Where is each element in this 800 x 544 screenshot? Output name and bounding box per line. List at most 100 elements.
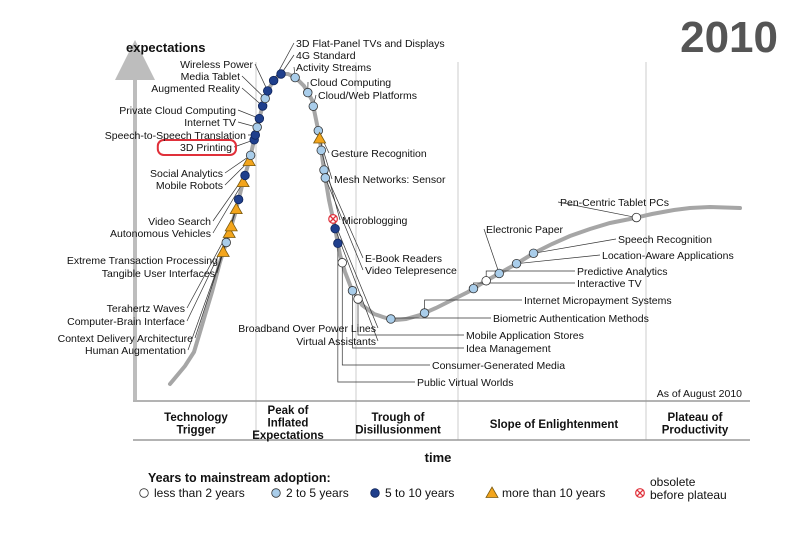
label-4g-standard: 4G Standard [296,50,356,62]
label-electronic-paper: Electronic Paper [486,224,564,236]
leader-human-augmentation [187,251,224,351]
marker-computer-brain-interface [222,226,236,238]
phase-slope-of-enlightenment: Slope of Enlightenment [490,419,619,431]
label-wireless-power: Wireless Power [180,59,253,71]
legend-marker-gt10 [485,486,499,498]
label-idea-management: Idea Management [466,343,551,355]
marker-internet-micropayment-systems [419,308,430,318]
phase-peak-of-inflated-expectations: Peak of Inflated Expectations [252,405,324,442]
marker-social-analytics [245,150,256,161]
label-activity-streams: Activity Streams [296,62,371,74]
leader-mobile-application-stores [357,299,464,336]
marker-predictive-analytics [481,276,491,286]
as-of-label: As of August 2010 [657,388,742,400]
marker-broadband-over-power-lines [328,214,338,224]
label-consumer-generated-media: Consumer-Generated Media [432,360,565,372]
label-speech-recognition: Speech Recognition [618,234,712,246]
legend-title: Years to mainstream adoption: [148,471,331,485]
label-public-virtual-worlds: Public Virtual Worlds [417,377,513,389]
y-axis-label: expectations [126,40,205,55]
label-broadband-over-power-lines: Broadband Over Power Lines [238,323,376,335]
leader-virtual-assistants [334,228,379,342]
legend-label-obs: obsolete before plateau [650,475,727,502]
leader-speech-recognition [533,238,617,254]
marker-activity-streams [290,72,300,83]
marker-cloud-computing [303,87,313,98]
label-location-aware-applications: Location-Aware Applications [602,250,734,262]
leader-public-virtual-worlds [337,243,415,383]
label-human-augmentation: Human Augmentation [85,345,186,357]
label-social-analytics: Social Analytics [150,168,223,180]
marker-3d-flat-panel-tvs-and-displays [268,75,279,86]
marker-private-cloud-computing [254,113,265,124]
highlight-box [156,139,237,156]
leader-idea-management [352,290,464,349]
technology-markers [216,69,642,324]
marker-human-augmentation [216,245,230,257]
label-interactive-tv: Interactive TV [577,278,642,290]
label-video-telepresence: Video Telepresence [365,265,457,277]
legend-item-2-to-5-years: 2 to 5 years [271,486,349,500]
marker-mesh-networks-sensor [312,131,327,144]
label-microblogging: Microblogging [342,215,408,227]
phase-labels: Technology Trigger Peak of Inflated Expectat… [164,405,729,442]
label-internet-micropayment-systems: Internet Micropayment Systems [524,295,672,307]
marker-gesture-recognition [313,125,324,136]
marker-biometric-authentication-methods [386,314,396,324]
label-context-delivery-architecture: Context Delivery Architecture [58,333,194,345]
label-3d-printing: 3D Printing [180,142,232,154]
label-e-book-readers: E-Book Readers [365,253,442,265]
label-gesture-recognition: Gesture Recognition [331,148,427,160]
label-biometric-authentication-methods: Biometric Authentication Methods [493,313,649,325]
label-cloud-web-platforms: Cloud/Web Platforms [318,90,417,102]
legend-marker-lt2 [139,488,149,498]
label-computer-brain-interface: Computer-Brain Interface [67,316,185,328]
marker-idea-management [347,286,358,296]
leader-electronic-paper [483,228,500,274]
leader-media-tablet [241,75,266,99]
marker-virtual-assistants [330,223,340,234]
leader-location-aware-applications [516,254,601,265]
label-private-cloud-computing: Private Cloud Computing [119,105,236,117]
label-virtual-assistants: Virtual Assistants [296,336,376,348]
leader-broadband-over-power-lines [332,218,379,329]
marker-autonomous-vehicles [236,175,250,188]
legend-item-5-to-10-years: 5 to 10 years [370,486,454,500]
marker-context-delivery-architecture [221,237,231,248]
legend-label-gt10: more than 10 years [502,486,605,500]
phase-technology-trigger: Technology Trigger [164,412,228,437]
leader-autonomous-vehicles [212,181,244,234]
legend-label-5to10: 5 to 10 years [385,486,454,500]
marker-consumer-generated-media [337,258,347,268]
legend-item-obsolete-before-plateau: obsolete before plateau [635,475,727,502]
label-mesh-networks-sensor: Mesh Networks: Sensor [334,174,446,186]
label-pen-centric-tablet-pcs: Pen-Centric Tablet PCs [560,197,669,209]
leader-video-telepresence [324,177,364,271]
legend-marker-5to10 [370,488,380,498]
marker-4g-standard [276,69,286,79]
label-3d-flat-panel-tvs-and-displays: 3D Flat-Panel TVs and Displays [296,38,445,50]
legend: less than 2 years 2 to 5 years 5 to 10 yea… [139,475,727,502]
leader-e-book-readers [323,169,364,259]
marker-video-search [240,170,250,181]
leader-pen-centric-tablet-pcs [557,201,637,218]
label-terahertz-waves: Terahertz Waves [107,303,185,315]
x-axis-label: time [425,450,452,465]
label-cloud-computing: Cloud Computing [310,77,391,89]
marker-video-telepresence [320,173,331,183]
label-augmented-reality: Augmented Reality [151,83,240,95]
label-autonomous-vehicles: Autonomous Vehicles [110,228,211,240]
marker-microblogging [316,145,326,156]
label-mobile-application-stores: Mobile Application Stores [466,330,584,342]
leader-wireless-power [254,63,269,92]
label-speech-to-speech-translation: Speech-to-Speech Translation [105,130,246,142]
leader-consumer-generated-media [341,262,430,366]
legend-item-less-than-2-years: less than 2 years [139,486,245,500]
legend-marker-2to5 [271,488,281,498]
year-title: 2010 [680,13,778,62]
label-tangible-user-interfaces: Tangible User Interfaces [102,268,215,280]
legend-label-2to5: 2 to 5 years [286,486,349,500]
marker-speech-to-speech-translation [250,130,261,140]
label-internet-tv: Internet TV [184,117,236,129]
